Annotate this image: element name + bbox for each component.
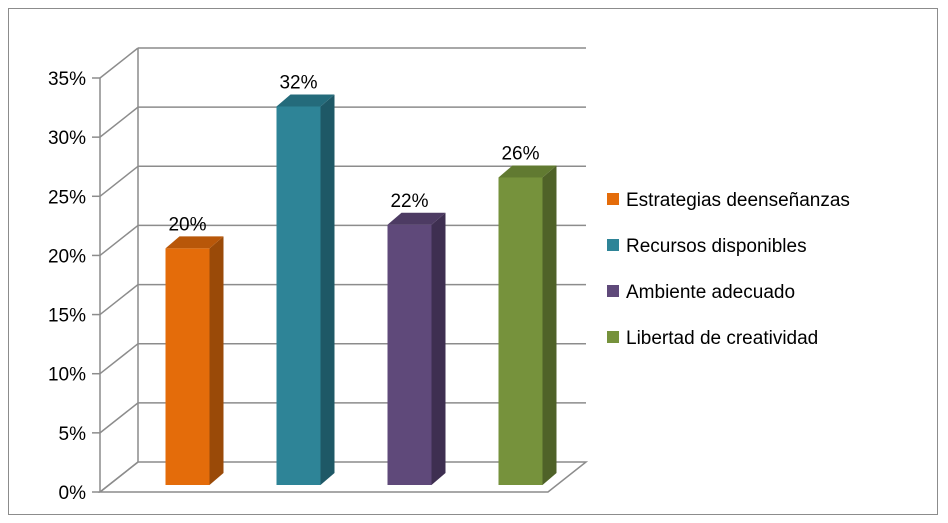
gridline-diagonal <box>99 283 139 316</box>
gridline-diagonal <box>99 165 139 197</box>
legend-item: Estrategias deenseñanzas <box>607 190 850 211</box>
y-tick-label: 0% <box>59 483 87 504</box>
bars <box>165 94 557 485</box>
legend-swatch <box>607 331 619 343</box>
legend-swatch <box>607 285 619 297</box>
legend-label: Recursos disponibles <box>626 236 807 257</box>
bar <box>498 165 557 485</box>
bar-front <box>387 224 432 485</box>
bar-side <box>320 94 335 485</box>
gridline-diagonal <box>99 343 139 375</box>
y-tick-label: 30% <box>48 128 86 149</box>
bar-front <box>165 248 210 485</box>
chart-floor <box>97 461 589 493</box>
data-label: 20% <box>168 214 206 235</box>
legend-label: Estrategias deenseñanzas <box>626 190 850 211</box>
legend-item: Ambiente adecuado <box>607 282 795 303</box>
y-axis-ticks: 0% 5% 10% 15% 20% 25% 30% 35% <box>48 69 86 504</box>
data-label: 22% <box>390 191 428 212</box>
bar-top <box>165 236 224 249</box>
legend-item: Recursos disponibles <box>607 236 807 257</box>
bar <box>276 94 335 485</box>
y-tick-label: 25% <box>48 187 86 208</box>
gridline-diagonal <box>99 106 139 138</box>
bar <box>387 212 446 485</box>
gridline-diagonal <box>99 224 139 257</box>
bar-side <box>431 212 446 485</box>
legend-label: Ambiente adecuado <box>626 282 795 303</box>
y-tick-label: 35% <box>48 69 86 90</box>
legend-swatch <box>607 239 619 251</box>
data-label: 32% <box>279 72 317 93</box>
legend-item: Libertad de creatividad <box>607 328 818 349</box>
bar-top <box>387 212 446 225</box>
gridline-diagonal <box>99 402 139 434</box>
bar-top <box>276 94 335 107</box>
bar-front <box>276 106 321 485</box>
y-tick-label: 5% <box>59 424 87 445</box>
bar-top <box>498 165 557 178</box>
data-labels: 20% 32% 22% 26% <box>168 72 539 235</box>
bar-front <box>498 177 543 485</box>
legend: Estrategias deenseñanzas Recursos disponi… <box>607 190 850 349</box>
y-tick-label: 15% <box>48 306 86 327</box>
bar-side <box>209 236 224 485</box>
legend-swatch <box>607 193 619 205</box>
legend-label: Libertad de creatividad <box>626 328 818 349</box>
bar-side <box>542 165 557 485</box>
bar <box>165 236 224 485</box>
data-label: 26% <box>501 143 539 164</box>
gridline-diagonal <box>99 47 139 79</box>
y-tick-label: 20% <box>48 246 86 267</box>
floor-outline <box>97 461 589 493</box>
y-tick-label: 10% <box>48 365 86 386</box>
chart-frame <box>8 8 938 515</box>
